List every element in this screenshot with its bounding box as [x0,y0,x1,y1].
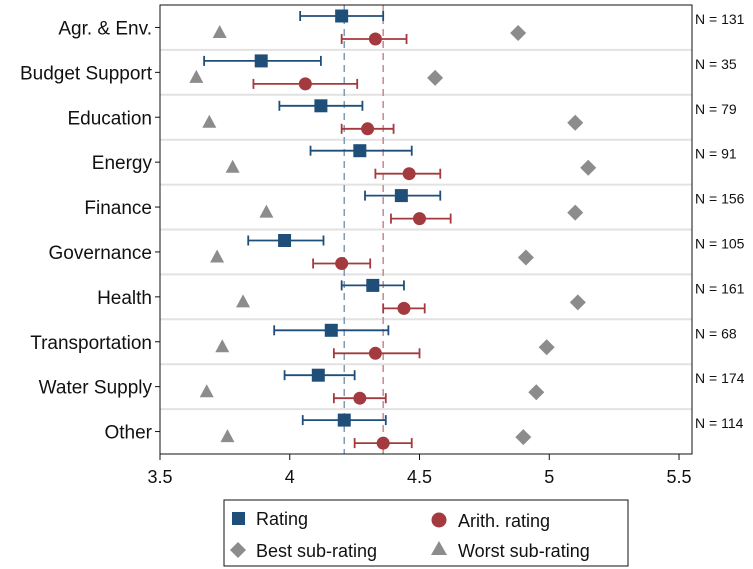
arith-rating-point [368,346,382,360]
best-subrating-point [580,159,597,176]
best-subrating-point [538,339,555,356]
worst-subrating-point [215,339,230,353]
best-subrating-point [567,204,584,221]
data-marks [189,9,597,450]
legend-box [223,499,629,567]
arith-rating-point [402,167,416,181]
category-label: Water Supply [39,378,153,399]
best-subrating-point [517,249,534,266]
category-label: Governance [48,243,152,264]
rating-point [335,9,349,23]
n-label: N = 161 [695,280,745,296]
best-subrating-point [427,69,444,86]
legend-worst-label: Worst sub-rating [458,541,590,561]
legend-arith-marker [431,512,447,528]
category-label: Finance [84,198,152,219]
x-tick-label: 5 [544,467,554,487]
worst-subrating-point [236,294,251,308]
best-subrating-point [528,384,545,401]
category-label: Budget Support [20,63,153,84]
category-label: Agr. & Env. [58,18,152,39]
best-subrating-point [515,429,532,446]
worst-subrating-point [212,25,227,38]
worst-subrating-point [210,249,225,263]
n-label: N = 79 [695,101,737,117]
legend-arith-label: Arith. rating [458,511,550,531]
rating-point [254,54,268,68]
worst-subrating-point [225,159,240,173]
arith-rating-point [353,391,367,405]
category-label: Energy [92,153,153,174]
legend-best-marker [230,542,246,558]
rating-point [314,99,328,113]
worst-subrating-point [199,384,214,398]
category-label: Transportation [30,333,152,354]
best-subrating-point [567,114,584,131]
plot-frame [159,4,693,455]
arith-rating-point [361,122,375,136]
worst-subrating-point [202,114,217,128]
n-label: N = 114 [695,415,744,431]
n-label: N = 91 [695,146,737,162]
worst-subrating-point [220,429,235,443]
rating-point [311,368,325,382]
rating-point [366,278,380,292]
category-label: Other [104,423,152,444]
rating-point [394,189,408,203]
arith-rating-point [376,436,390,450]
legend-rating-label: Rating [256,509,308,529]
rating-point [324,323,338,337]
n-label: N = 35 [695,56,737,72]
arith-rating-point [413,212,427,226]
legend-worst-marker [431,541,447,555]
reference-lines [343,5,384,454]
legend: Rating Arith. rating Best sub-rating Wor… [223,499,629,567]
x-tick-label: 3.5 [147,467,172,487]
worst-subrating-point [189,69,204,83]
x-tick-label: 4 [285,467,295,487]
best-subrating-point [569,294,586,311]
rating-point [278,234,292,247]
category-labels: Agr. & Env. Budget Support Education Energy… [20,18,160,444]
category-label: Health [97,288,152,309]
n-labels: N = 131 N = 35 N = 79 N = 91 N = 156 N = 105 N… [695,11,745,431]
arith-rating-point [335,257,349,270]
n-label: N = 174 [695,370,745,386]
n-label: N = 156 [695,191,745,207]
rating-point [353,144,367,158]
best-subrating-point [510,25,527,41]
x-axis: 3.5 4 4.5 5 5.5 [147,454,692,487]
category-label: Education [67,108,152,129]
grid-layer [160,48,692,411]
arith-rating-point [368,32,382,46]
n-label: N = 105 [695,236,745,252]
legend-rating-marker [232,512,245,525]
x-tick-label: 4.5 [407,467,432,487]
legend-best-label: Best sub-rating [256,541,377,561]
n-label: N = 131 [695,11,745,27]
arith-rating-point [298,77,312,91]
x-tick-label: 5.5 [667,467,692,487]
rating-point [337,413,351,427]
arith-rating-point [397,301,411,315]
worst-subrating-point [259,204,274,218]
n-label: N = 68 [695,325,737,341]
